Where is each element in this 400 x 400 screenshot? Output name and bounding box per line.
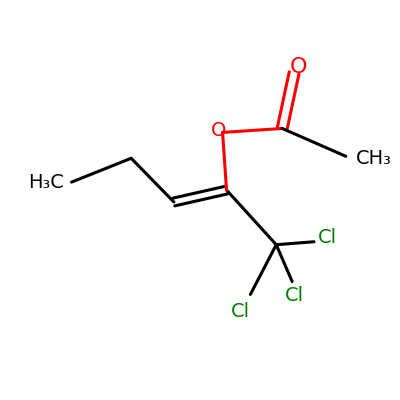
Text: Cl: Cl: [284, 286, 304, 305]
Text: H₃C: H₃C: [28, 173, 64, 192]
Text: CH₃: CH₃: [356, 149, 392, 168]
Text: Cl: Cl: [318, 228, 338, 247]
Text: O: O: [289, 57, 307, 77]
Text: O: O: [211, 121, 226, 140]
Text: Cl: Cl: [231, 302, 250, 321]
